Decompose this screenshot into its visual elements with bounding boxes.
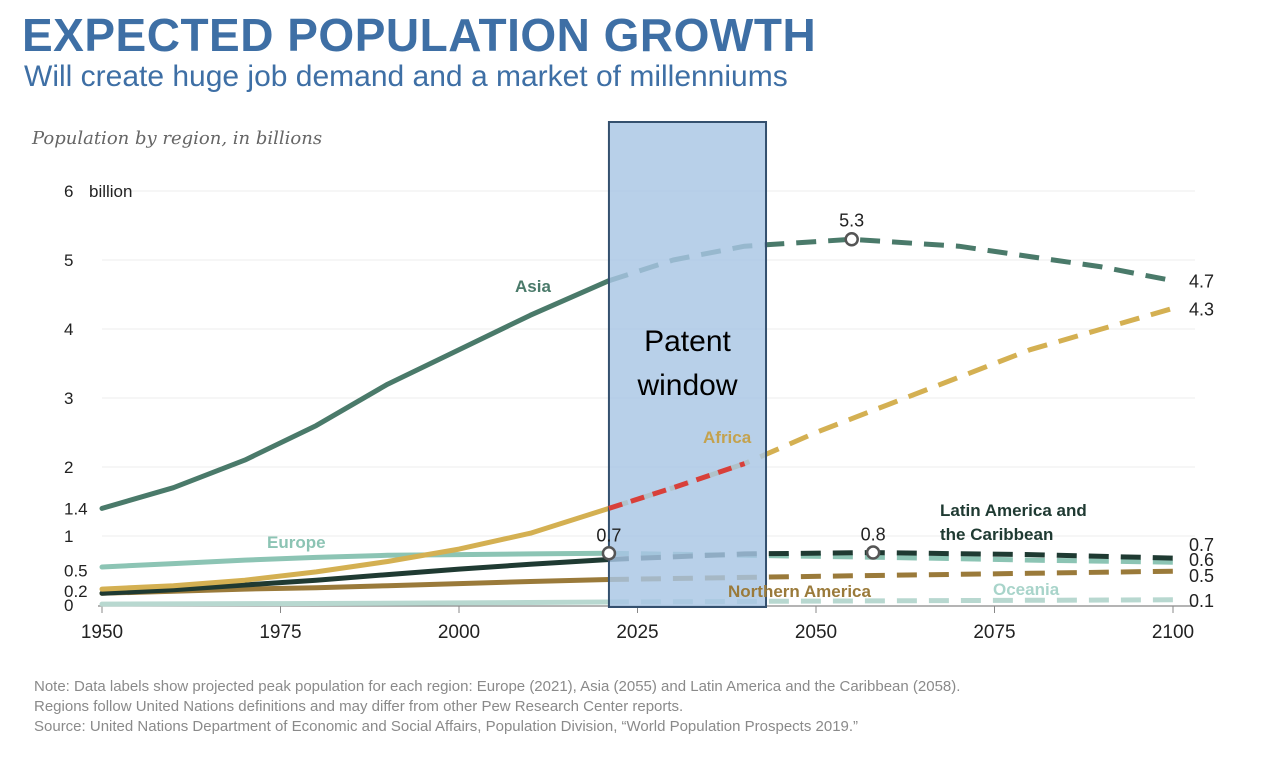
oceania-end-label: 0.1	[1189, 591, 1214, 611]
note-line: Note: Data labels show projected peak po…	[34, 678, 961, 695]
y-tick-label: 5	[64, 251, 73, 270]
x-tick-label: 2075	[973, 622, 1015, 643]
series-line-asia	[99, 278, 612, 511]
y-tick-label: 4	[64, 320, 73, 339]
latam-peak-marker	[865, 545, 881, 560]
x-tick-label: 1950	[81, 622, 123, 643]
latam-peak-label: 0.8	[861, 525, 886, 545]
y-unit-label: billion	[89, 182, 132, 201]
note-line: Regions follow United Nations definition…	[34, 698, 684, 715]
europe-end-label: 0.6	[1189, 550, 1214, 570]
page-title: EXPECTED POPULATION GROWTH	[22, 9, 817, 61]
patent-window-box	[607, 121, 768, 608]
chart-subtitle: Population by region, in billions	[32, 128, 323, 149]
series-projection-africa	[608, 305, 1174, 511]
patent-window-label: window	[636, 369, 737, 402]
y-tick-label: 0.5	[64, 562, 88, 581]
y-tick-label: 1	[64, 527, 73, 546]
africa-series-label: Africa	[703, 428, 752, 447]
y-tick-label: 3	[64, 389, 73, 408]
northern-america-series-label: Northern America	[728, 582, 872, 601]
europe-peak-label: 0.7	[596, 525, 621, 545]
series-line-africa	[99, 505, 612, 592]
series-line-latin-america-and-the-caribbean	[99, 557, 612, 596]
asia-peak-label: 5.3	[839, 210, 864, 230]
africa-end-label: 4.3	[1189, 299, 1214, 319]
y-tick-label: 1.4	[64, 499, 88, 518]
y-tick-label: 6	[64, 182, 73, 201]
y-tick-label: 0.2	[64, 582, 88, 601]
asia-peak-marker	[844, 232, 859, 247]
series-line-oceania	[99, 599, 612, 607]
asia-series-label: Asia	[515, 277, 551, 296]
europe-series-label: Europe	[267, 533, 326, 552]
chart-notes: Note: Data labels show projected peak po…	[34, 677, 960, 737]
latam-end-label: 0.7	[1189, 535, 1214, 555]
latam-series-label: the Caribbean	[940, 525, 1053, 544]
x-tick-label: 2000	[438, 622, 480, 643]
europe-peak-marker	[601, 546, 617, 561]
y-tick-label: 2	[64, 458, 73, 477]
patent-window-label: Patent	[644, 325, 731, 358]
x-tick-label: 2025	[616, 622, 658, 643]
oceania-series-label: Oceania	[993, 580, 1060, 599]
northern-america-end-label: 0.5	[1189, 566, 1214, 586]
note-line: Source: United Nations Department of Eco…	[34, 718, 859, 735]
africa-highlight-segment	[608, 461, 746, 511]
x-tick-label: 2050	[795, 622, 837, 643]
latam-series-label: Latin America and	[940, 501, 1087, 520]
series-line-europe	[99, 550, 612, 570]
page-subtitle: Will create huge job demand and a market…	[24, 60, 788, 93]
x-tick-label: 1975	[259, 622, 301, 643]
asia-end-label: 4.7	[1189, 272, 1214, 292]
y-tick-label: 0	[64, 596, 73, 615]
x-tick-label: 2100	[1152, 622, 1194, 643]
